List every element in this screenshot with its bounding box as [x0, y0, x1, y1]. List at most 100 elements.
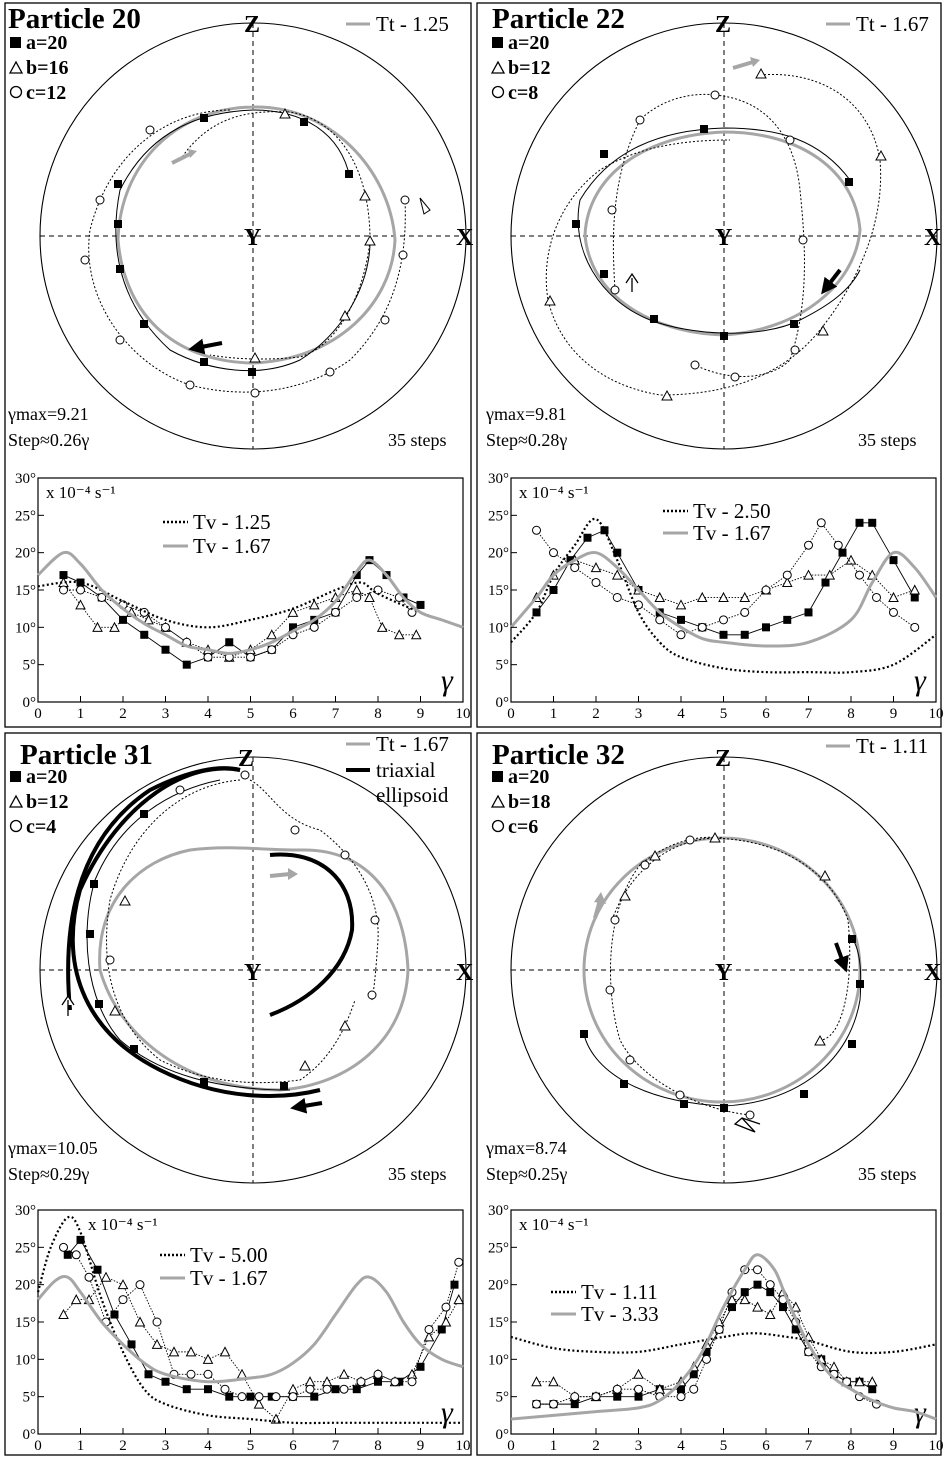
x-tick-label: 3	[162, 706, 170, 722]
marker-c	[610, 285, 620, 295]
data-point	[910, 593, 919, 602]
data-point	[833, 540, 843, 550]
x-tick-label: 10	[456, 706, 471, 722]
marker-c	[625, 1055, 635, 1065]
data-point	[76, 1235, 85, 1244]
data-point	[532, 525, 541, 535]
x-tick-label: 10	[456, 1438, 471, 1454]
data-point	[100, 1271, 112, 1282]
legend-b: b=12	[508, 57, 551, 79]
y-tick-label: 30°	[15, 471, 36, 487]
data-point	[689, 1384, 699, 1394]
x-tick-label: 10	[929, 1438, 944, 1454]
series-layer	[510, 1253, 937, 1421]
arrow-grey-head-icon	[288, 868, 298, 880]
data-point	[855, 570, 864, 580]
legend-square-marker	[10, 37, 21, 48]
x-tick-label: 9	[417, 1438, 425, 1454]
data-point	[675, 599, 687, 610]
arrow-open-icon	[419, 197, 431, 215]
data-point	[144, 1370, 153, 1379]
data-point	[753, 1280, 762, 1289]
data-point	[220, 1384, 230, 1394]
data-point	[109, 621, 120, 632]
marker-b	[339, 1019, 351, 1031]
data-point	[570, 1400, 579, 1409]
path-markers	[86, 770, 380, 1090]
data-point	[202, 1353, 214, 1364]
marker-a	[95, 1000, 103, 1008]
data-point	[634, 1384, 643, 1394]
marker-a	[114, 220, 122, 228]
data-point	[726, 1294, 738, 1305]
x-tick-label: 1	[550, 1438, 558, 1454]
z-axis-label: Z	[715, 12, 731, 38]
data-point	[762, 623, 770, 632]
panel-title: Particle 31	[20, 739, 153, 771]
data-point	[237, 1392, 247, 1402]
arrow-grey-icon	[269, 872, 291, 878]
data-point	[161, 622, 170, 632]
marker-a	[200, 358, 208, 366]
tv-label-2: Tv - 1.67	[190, 1266, 268, 1290]
y-tick-label: 5°	[23, 658, 37, 674]
data-point	[591, 578, 601, 588]
triaxial-curve-upper	[66, 766, 241, 1011]
panel-title: Particle 32	[492, 739, 625, 771]
marker-b	[619, 889, 631, 901]
data-point	[93, 1265, 102, 1274]
marker-b	[544, 294, 556, 306]
data-point	[289, 623, 297, 632]
path-markers	[580, 831, 864, 1120]
marker-c	[675, 1090, 685, 1100]
data-point	[134, 1316, 146, 1327]
data-point	[714, 1324, 724, 1334]
data-point	[677, 615, 685, 624]
legend-a: a=20	[26, 32, 67, 54]
tv-label-2: Tv - 1.67	[193, 534, 271, 558]
data-point	[549, 1399, 558, 1409]
legend-abc: a=20 b=18 c=6	[490, 766, 551, 838]
x-tick-label: 6	[289, 1438, 297, 1454]
marker-b	[364, 234, 376, 246]
tt-label: Tt - 1.67	[856, 12, 929, 36]
data-point	[702, 1347, 711, 1356]
marker-a	[700, 125, 708, 133]
data-point	[416, 600, 425, 609]
data-point	[393, 629, 405, 640]
x-axis-label: X	[456, 960, 474, 986]
gamma-max: γmax=8.74	[485, 1138, 567, 1158]
marker-c	[240, 770, 250, 780]
data-point	[416, 1362, 425, 1371]
data-point	[866, 1376, 878, 1387]
series-line	[510, 1332, 937, 1355]
x-tick-label: 5	[720, 1438, 728, 1454]
marker-c	[95, 195, 105, 205]
data-point	[143, 614, 154, 625]
tt-label: Tt - 1.67	[376, 732, 449, 756]
series-line	[63, 582, 417, 658]
data-point	[63, 1250, 72, 1259]
data-point	[591, 1392, 601, 1402]
data-point	[740, 607, 750, 617]
data-point	[204, 1385, 212, 1394]
marker-b	[661, 389, 673, 401]
marker-a	[720, 1104, 728, 1112]
marker-a	[720, 332, 728, 340]
data-point	[219, 1346, 231, 1357]
gamma-symbol: γ	[914, 664, 927, 697]
data-point	[288, 1392, 298, 1402]
x-tick-label: 8	[374, 1438, 382, 1454]
marker-c	[730, 372, 740, 382]
data-point	[352, 1385, 361, 1394]
data-point	[236, 1368, 248, 1379]
data-point	[266, 629, 278, 640]
y-axis-label: Y	[244, 960, 261, 986]
ticks-layer: 0 1 2 3 4 5 6 7 8 9 10 0° 5° 10° 15° 20° 25° 30°	[488, 471, 944, 722]
data-point	[766, 1288, 775, 1297]
data-point	[92, 621, 103, 632]
data-point	[76, 585, 85, 595]
data-point	[872, 592, 881, 602]
data-point	[761, 585, 771, 595]
data-point	[390, 1377, 400, 1387]
